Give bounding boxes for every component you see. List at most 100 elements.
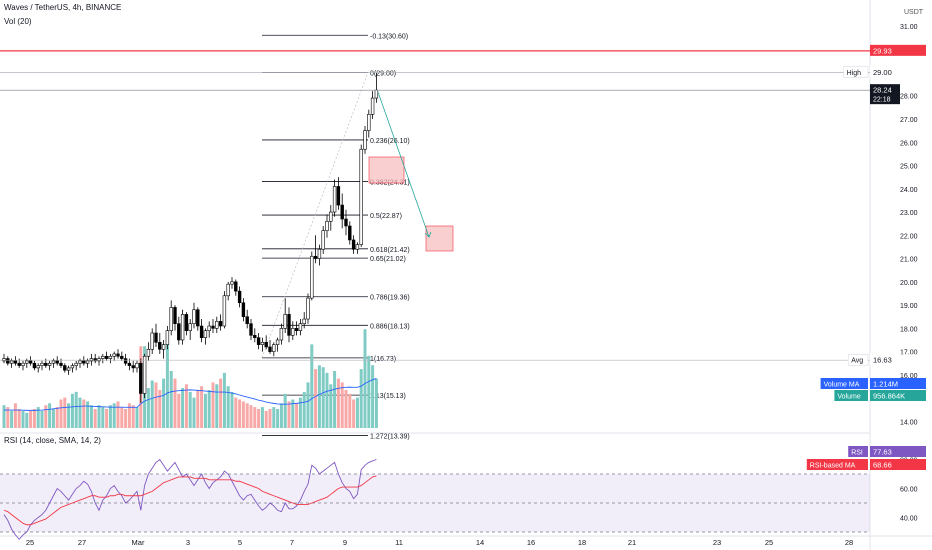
- candle-down: [211, 325, 215, 329]
- price-tick-label: 23.00: [900, 210, 918, 217]
- volume-bar: [10, 410, 14, 428]
- volume-bar: [260, 407, 264, 428]
- candle-up: [283, 314, 287, 329]
- candle-up: [89, 358, 94, 362]
- time-tick-label: 7: [290, 538, 294, 547]
- target-zone-upper: [368, 156, 405, 184]
- volume-bar: [55, 407, 59, 428]
- volume-bar: [238, 399, 242, 428]
- candle-down: [59, 362, 63, 366]
- volume-bar: [146, 388, 150, 428]
- price-tick-label: 28.00: [900, 94, 918, 101]
- time-tick-label: 9: [343, 538, 347, 547]
- price-tick-label: 31.00: [900, 24, 918, 31]
- candle-up: [40, 362, 44, 366]
- volume-bar: [298, 397, 302, 428]
- rsi-study-label[interactable]: RSI (14, close, SMA, 14, 2): [4, 436, 101, 445]
- volume-bar: [374, 378, 378, 428]
- candle-up: [298, 323, 303, 331]
- candle-up: [329, 211, 333, 222]
- volume-study-label[interactable]: Vol (20): [4, 17, 32, 26]
- candle-up: [47, 362, 52, 366]
- candle-down: [177, 323, 181, 341]
- volume-bar: [188, 391, 192, 428]
- candle-up: [108, 355, 113, 359]
- price-tick-label: 18.00: [900, 326, 918, 333]
- volume-histogram: [2, 329, 378, 428]
- candle-up: [291, 328, 295, 336]
- volume-bar: [200, 386, 204, 428]
- volume-bar: [17, 409, 21, 428]
- last-price-value-box: [870, 84, 900, 105]
- candle-up: [332, 186, 337, 213]
- candle-up: [279, 328, 284, 341]
- candle-down: [127, 362, 132, 366]
- volume-bar: [234, 397, 238, 428]
- projection-arrow: [377, 91, 430, 238]
- candle-down: [253, 335, 257, 338]
- price-tick-label: 27.00: [900, 117, 918, 124]
- rsi-ma-badge-label: RSI-based MA: [810, 463, 856, 470]
- fib-level-label: 1(16.73): [370, 356, 396, 363]
- candle-down: [184, 314, 189, 331]
- fib-level-label: 0.5(22.87): [370, 213, 402, 220]
- time-tick-label: 25: [765, 538, 773, 547]
- volume-bar: [25, 412, 29, 428]
- candle-up: [306, 297, 310, 320]
- volume-bar: [184, 384, 188, 428]
- volume-bar: [74, 391, 78, 428]
- time-tick-label: 28: [845, 538, 853, 547]
- candle-down: [116, 353, 120, 357]
- candle-up: [165, 330, 170, 345]
- volume-bar: [44, 405, 48, 428]
- volume-bar: [40, 410, 44, 428]
- avg-badge-value: 16.63: [873, 356, 892, 365]
- candle-down: [13, 360, 18, 364]
- volume-bar: [82, 399, 86, 428]
- rsi-badge-label-box: [848, 446, 868, 457]
- symbol-title[interactable]: Waves / TetherUS, 4h, BINANCE: [4, 3, 122, 12]
- high-badge-value: 29.00: [873, 68, 892, 77]
- volume-bar: [203, 393, 207, 428]
- volume-bar: [363, 329, 367, 428]
- candle-down: [344, 218, 348, 227]
- volume-bar: [371, 365, 375, 428]
- volume-bar: [241, 401, 245, 428]
- candle-down: [55, 360, 59, 364]
- rsi-badge-value-box: [870, 446, 926, 457]
- price-axis[interactable]: 31.0030.0029.0028.0027.0026.0025.0024.00…: [806, 24, 926, 523]
- volume-ma-badge-label-box: [820, 378, 868, 389]
- candle-down: [336, 186, 341, 206]
- volume-bar: [93, 409, 97, 428]
- volume-bar: [63, 397, 67, 428]
- candle-down: [287, 314, 291, 336]
- candle-down: [6, 358, 10, 364]
- candle-down: [28, 360, 33, 364]
- candle-up: [222, 295, 227, 327]
- countdown-timer: 22:18: [873, 97, 891, 104]
- volume-bar: [169, 371, 173, 428]
- candle-up: [374, 89, 379, 99]
- price-tick-label: 25.00: [900, 164, 918, 171]
- candle-up: [310, 255, 314, 299]
- time-axis[interactable]: 25 27 Mar 3 5 7 9 11 14 16 18 21 23 25 28: [26, 538, 853, 547]
- avg-badge-label: Avg: [851, 358, 863, 365]
- volume-bar: [36, 407, 40, 428]
- high-badge-label-box: [843, 66, 869, 78]
- volume-bar: [359, 369, 363, 428]
- fib-level-label: -0.13(30.60): [370, 33, 408, 40]
- candle-down: [93, 358, 97, 362]
- fib-level-label: 1.272(13.39): [370, 434, 410, 441]
- candle-up: [150, 332, 154, 350]
- volume-bar: [2, 405, 6, 428]
- drawings[interactable]: [0, 50, 870, 361]
- time-tick-label: 16: [527, 538, 535, 547]
- candle-down: [17, 362, 21, 366]
- candle-down: [154, 332, 158, 343]
- rsi-line: [3, 458, 377, 540]
- fib-level-label: 0.886(18.13): [370, 323, 410, 330]
- price-tick-label: 16.00: [900, 373, 918, 380]
- projection-arrow-head: [424, 231, 432, 238]
